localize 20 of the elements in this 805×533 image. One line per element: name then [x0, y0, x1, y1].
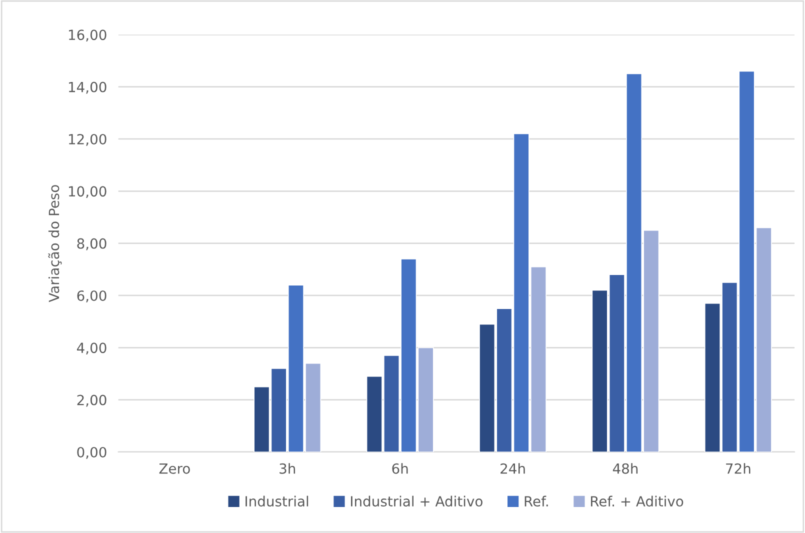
y-tick-label: 6,00	[77, 290, 106, 302]
x-tick-label: 24h	[500, 463, 525, 474]
x-tick-label: 3h	[280, 463, 296, 474]
y-tick-label: 10,00	[68, 186, 106, 198]
legend-label: Industrial	[246, 496, 308, 507]
y-tick-label: 4,00	[76, 342, 106, 355]
y-tick-label: 2,00	[77, 394, 106, 407]
x-tick-label: 48h	[612, 463, 638, 474]
y-tick-label: 14,00	[68, 82, 106, 94]
legend-label: Ref.	[524, 496, 548, 507]
y-tick-label: 16,00	[68, 30, 106, 42]
y-axis-title: Variação do Peso	[48, 185, 62, 302]
legend-label: Industrial + Aditivo	[351, 496, 482, 507]
y-tick-label: 12,00	[68, 134, 106, 146]
x-tick-label: 72h	[726, 463, 750, 474]
x-tick-label: 6h	[392, 463, 408, 474]
legend-label: Ref. + Aditivo	[590, 496, 684, 507]
x-tick-label: Zero	[159, 464, 190, 474]
y-tick-label: 0,00	[77, 446, 106, 459]
y-tick-label: 8,00	[77, 238, 106, 250]
